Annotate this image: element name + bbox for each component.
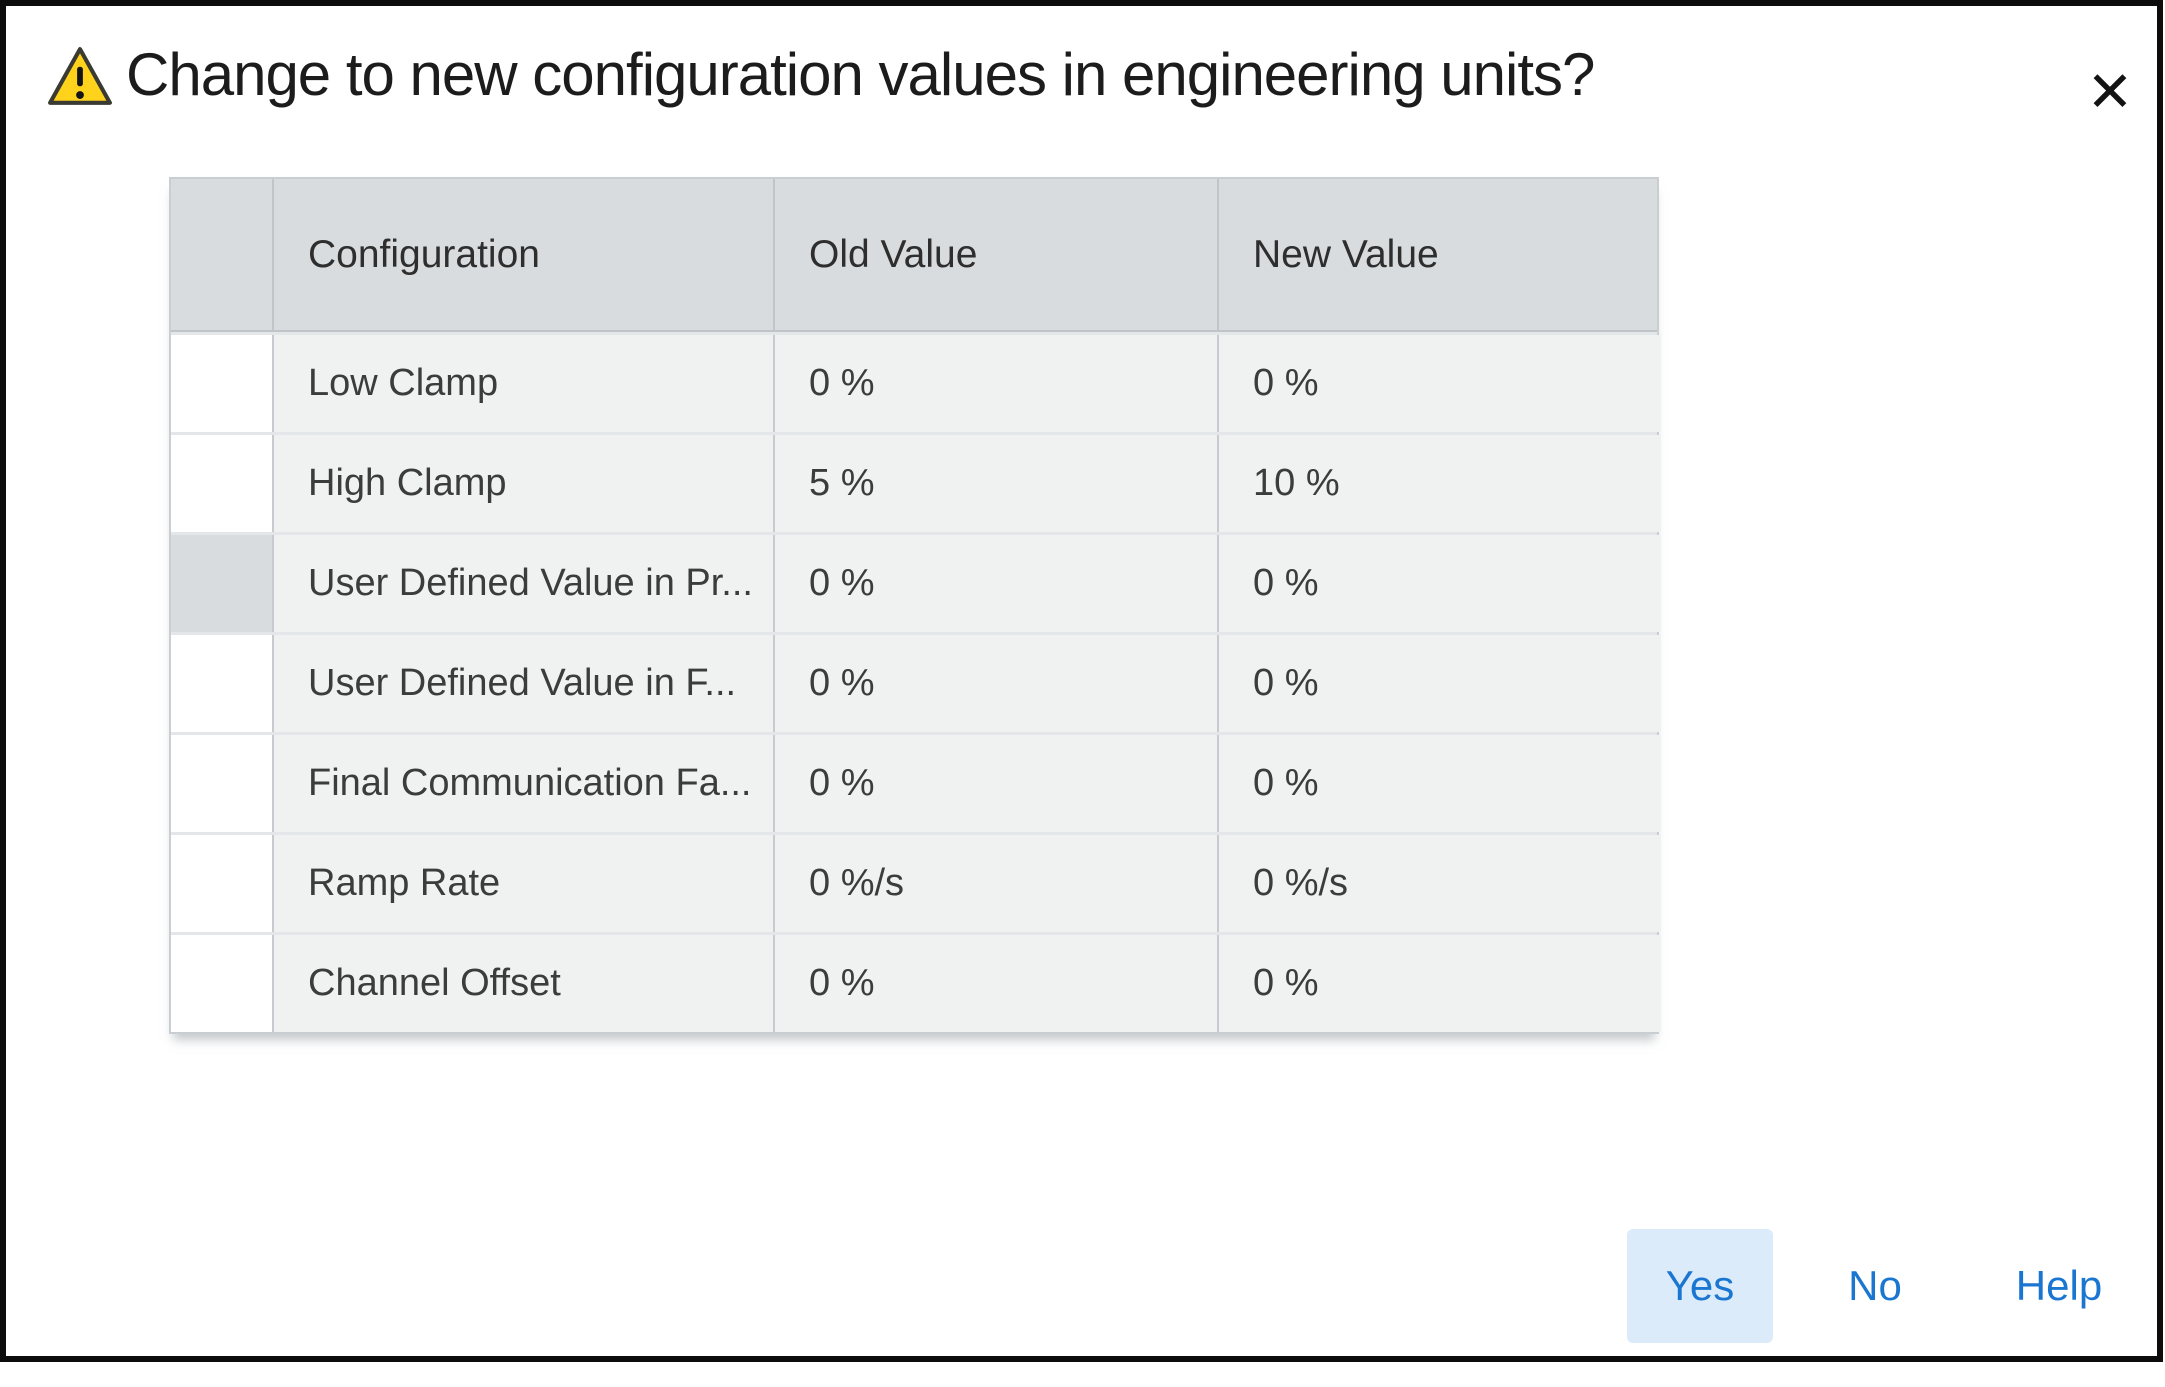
row-selector-cell[interactable] — [171, 735, 274, 832]
configuration-cell: User Defined Value in Pr... — [274, 535, 775, 632]
new-value-cell: 0 % — [1219, 335, 1661, 432]
no-button[interactable]: No — [1805, 1229, 1945, 1343]
old-value-cell: 0 % — [775, 635, 1219, 732]
table-row[interactable]: User Defined Value in F... 0 % 0 % — [171, 632, 1661, 732]
header-new-value: New Value — [1253, 232, 1439, 276]
configuration-cell: Low Clamp — [274, 335, 775, 432]
yes-button[interactable]: Yes — [1627, 1229, 1773, 1343]
row-selector-cell[interactable] — [171, 335, 274, 432]
table-row[interactable]: Final Communication Fa... 0 % 0 % — [171, 732, 1661, 832]
old-value-cell: 0 % — [775, 335, 1219, 432]
table-row[interactable]: User Defined Value in Pr... 0 % 0 % — [171, 532, 1661, 632]
configuration-cell: Ramp Rate — [274, 835, 775, 932]
table-row[interactable]: Channel Offset 0 % 0 % — [171, 932, 1661, 1032]
row-selector-cell[interactable] — [171, 635, 274, 732]
help-button[interactable]: Help — [1987, 1229, 2131, 1343]
table-row[interactable]: High Clamp 5 % 10 % — [171, 432, 1661, 532]
header-configuration: Configuration — [274, 179, 775, 330]
row-selector-cell[interactable] — [171, 435, 274, 532]
table-header-row: Configuration Old Value New Value — [171, 179, 1657, 332]
table-row[interactable]: Ramp Rate 0 %/s 0 %/s — [171, 832, 1661, 932]
table-row[interactable]: Low Clamp 0 % 0 % — [171, 332, 1661, 432]
row-selector-cell[interactable] — [171, 935, 274, 1032]
new-value-cell: 0 %/s — [1219, 835, 1661, 932]
close-icon[interactable]: ✕ — [2086, 60, 2134, 123]
new-value-cell: 10 % — [1219, 435, 1661, 532]
new-value-cell: 0 % — [1219, 635, 1661, 732]
header-selector-cell — [171, 179, 274, 330]
config-values-table: Configuration Old Value New Value Low Cl… — [169, 177, 1661, 1034]
configuration-cell: Final Communication Fa... — [274, 735, 775, 832]
dialog-title: Change to new configuration values in en… — [126, 41, 1595, 108]
new-value-cell: 0 % — [1219, 935, 1661, 1032]
old-value-cell: 0 % — [775, 935, 1219, 1032]
old-value-cell: 0 % — [775, 535, 1219, 632]
old-value-cell: 0 %/s — [775, 835, 1219, 932]
warning-icon — [48, 46, 112, 105]
row-selector-cell[interactable] — [171, 835, 274, 932]
header-old-value: Old Value — [775, 179, 1219, 330]
dialog-header: Change to new configuration values in en… — [46, 40, 1595, 109]
configuration-cell: High Clamp — [274, 435, 775, 532]
old-value-cell: 0 % — [775, 735, 1219, 832]
old-value-cell: 5 % — [775, 435, 1219, 532]
configuration-cell: User Defined Value in F... — [274, 635, 775, 732]
new-value-cell: 0 % — [1219, 735, 1661, 832]
row-selector-cell[interactable] — [171, 535, 274, 632]
new-value-cell: 0 % — [1219, 535, 1661, 632]
configuration-cell: Channel Offset — [274, 935, 775, 1032]
